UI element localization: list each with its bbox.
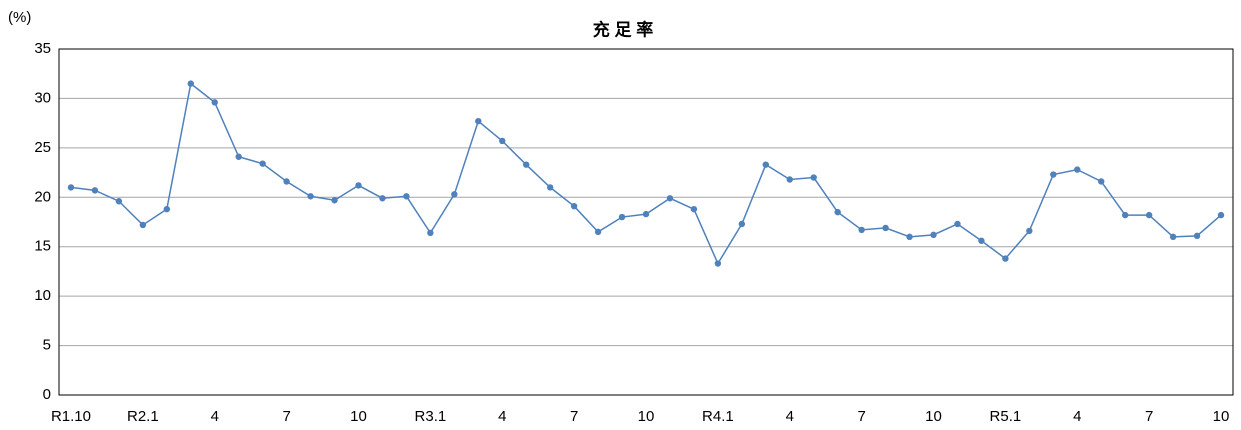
data-point [1098,178,1105,185]
data-point [954,220,961,228]
data-point [858,226,865,234]
data-point [1121,211,1129,219]
x-tick-label: 4 [1073,408,1081,425]
data-point [259,160,266,167]
data-point [570,202,578,210]
data-point [115,198,123,205]
data-point [1193,232,1201,240]
data-point [139,221,147,229]
data-point [307,193,314,200]
chart-title: 充 足 率 [593,19,653,39]
data-point [523,161,530,168]
y-tick-label: 25 [34,139,51,156]
data-point [786,176,793,183]
data-point [331,197,338,204]
y-tick-label: 35 [34,40,51,57]
data-point [475,117,482,125]
x-tick-label: R4.1 [702,408,734,425]
data-point [546,184,554,191]
data-point [211,99,218,106]
data-point [235,153,242,160]
x-tick-label: 10 [1213,408,1230,425]
series-line [70,82,1222,266]
plot-border [58,48,1234,396]
y-axis-label: (%) [8,9,31,26]
y-tick-label: 5 [43,337,51,354]
y-tick-label: 15 [34,238,51,255]
data-point [355,182,362,189]
x-tick-label: 4 [211,408,219,425]
data-point [906,233,913,241]
data-point [978,237,985,244]
x-tick-label: 10 [925,408,942,425]
data-point [1074,166,1081,173]
x-tick-label: 10 [350,408,367,425]
x-tick-label: 7 [282,408,290,425]
data-point [1145,211,1153,219]
data-point [762,161,769,168]
y-tick-label: 20 [34,188,51,205]
data-point [690,205,698,213]
x-tick-label: R3.1 [415,408,447,425]
data-point [666,195,674,202]
data-point [1002,255,1009,262]
x-tick-label: R2.1 [127,408,159,425]
x-tick-label: 7 [857,408,865,425]
data-point [594,228,602,236]
y-tick-label: 10 [34,287,51,304]
x-tick-label: 7 [570,408,578,425]
y-tick-label: 30 [34,89,51,106]
data-point [714,260,722,267]
y-tick-label: 0 [43,386,51,403]
data-point [834,208,841,216]
data-point [810,174,817,181]
data-point [163,205,171,213]
data-point [91,187,99,194]
data-point [1026,227,1033,235]
data-point [283,178,290,185]
data-point [930,231,937,239]
x-tick-label: 4 [498,408,506,425]
data-point [1050,171,1057,178]
x-tick-label: R1.10 [51,408,91,425]
x-tick-label: 7 [1145,408,1153,425]
x-tick-label: 4 [786,408,794,425]
x-tick-label: 10 [638,408,655,425]
data-point [882,224,889,232]
data-point [379,195,386,202]
data-point [187,80,194,87]
x-tick-label: R5.1 [990,408,1022,425]
data-point [67,184,75,191]
data-point [642,210,650,218]
data-point [499,137,506,145]
data-point [1169,233,1177,241]
data-point [427,229,434,237]
data-point [451,191,458,198]
data-point [1217,211,1225,219]
data-point [738,220,746,228]
data-point [618,213,626,221]
data-point [403,193,410,200]
